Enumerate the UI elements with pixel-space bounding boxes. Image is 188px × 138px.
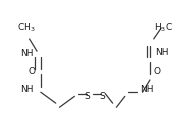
Text: NH: NH [155,48,168,57]
Text: NH: NH [20,85,33,94]
Text: NH: NH [20,49,33,58]
Text: O: O [28,67,35,76]
Text: H$_3$C: H$_3$C [154,22,173,34]
Text: S: S [85,92,90,101]
Text: S: S [99,92,105,101]
Text: NH: NH [140,85,153,94]
Text: O: O [154,67,161,76]
Text: CH$_3$: CH$_3$ [17,22,35,34]
